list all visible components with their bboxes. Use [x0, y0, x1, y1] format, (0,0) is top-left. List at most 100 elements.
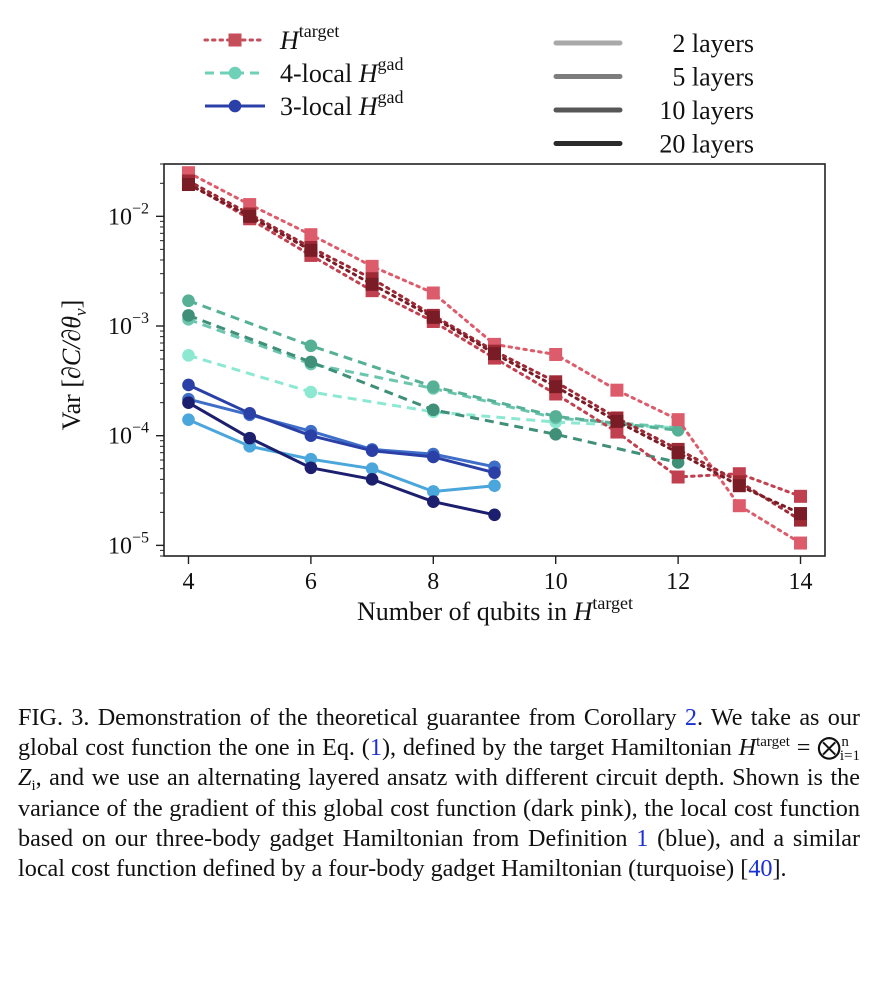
x-tick-label: 6: [305, 569, 317, 595]
data-point: [549, 410, 563, 423]
definition-ref-link[interactable]: 1: [636, 824, 649, 852]
data-point: [671, 456, 685, 469]
data-point: [549, 347, 563, 361]
data-point: [488, 479, 501, 492]
data-point: [304, 385, 318, 399]
data-point: [365, 444, 379, 457]
legend-label: 3-local Hgad: [280, 87, 403, 121]
data-point: [732, 499, 746, 513]
series-target-20-layers: [181, 178, 808, 521]
data-point: [426, 495, 440, 509]
legend-entry-layers-1: 2 layers: [553, 29, 754, 58]
axes-layer: 4 6 8 10 12 14 10−5 10−4 10−3 10−2 Number of qubit…: [57, 163, 813, 626]
legend-marker: [228, 66, 242, 80]
series-line: [187, 418, 495, 493]
x-tick-label: 10: [544, 569, 568, 595]
data-point: [182, 396, 195, 409]
y-tick-label: 10−5: [108, 529, 149, 559]
series-line: [187, 383, 495, 475]
data-point: [549, 380, 563, 394]
data-point: [794, 536, 808, 550]
series-gad3-20-layers: [182, 396, 501, 522]
data-point: [794, 507, 808, 521]
legend-entry-layers-2: 5 layers: [553, 63, 754, 92]
data-point: [426, 485, 440, 498]
legend-marker: [228, 33, 242, 47]
series-gad3-10-layers: [182, 378, 501, 479]
legend-marker: [228, 99, 242, 113]
series-target-2-layers: [181, 166, 808, 550]
data-point: [304, 429, 318, 442]
data-point: [426, 286, 440, 300]
y-tick-label: 10−2: [108, 200, 149, 230]
series-line: [187, 183, 802, 516]
equation-ref-link[interactable]: 1: [369, 734, 382, 762]
x-tick-label: 12: [666, 569, 690, 595]
data-point: [182, 378, 195, 392]
data-point: [243, 407, 256, 420]
data-point: [304, 355, 318, 369]
data-point: [671, 470, 685, 484]
legend-label: 4-local Hgad: [280, 54, 403, 88]
legend-entry-layers-4: 20 layers: [553, 130, 754, 159]
data-point: [488, 347, 501, 361]
series-line: [188, 397, 495, 469]
x-tick-label: 4: [182, 569, 194, 595]
data-point: [488, 508, 501, 522]
x-tick-label: 14: [789, 569, 813, 595]
data-point: [488, 466, 501, 479]
legend-label: 2 layers: [672, 29, 754, 58]
legend-label: 20 layers: [659, 130, 754, 159]
data-point: [365, 259, 379, 273]
data-point: [243, 209, 257, 223]
data-point: [610, 383, 624, 397]
series-line: [187, 179, 802, 522]
legend-entry-layers-3: 10 layers: [553, 96, 754, 125]
legend-entry-gad4: 4-local Hgad: [205, 54, 403, 88]
data-point: [426, 450, 440, 464]
citation-ref-link[interactable]: 40: [748, 855, 773, 883]
y-tick-label: 10−4: [108, 420, 149, 450]
corollary-ref-link[interactable]: 2: [684, 704, 697, 731]
data-point: [365, 473, 379, 486]
data-point: [671, 446, 685, 460]
data-point: [304, 243, 318, 257]
data-point: [549, 427, 563, 441]
legend-layers: 2 layers 5 layers 10 layers 20 layers: [553, 29, 754, 159]
y-axis-label: Var [∂C/∂θν]: [57, 300, 90, 431]
data-point: [304, 228, 318, 242]
data-point: [181, 178, 195, 192]
legend-entry-gad3: 3-local Hgad: [205, 87, 403, 121]
data-point: [426, 403, 440, 417]
data-point: [304, 339, 318, 353]
x-tick-label: 8: [427, 569, 439, 595]
legend-entry-target: Htarget: [203, 21, 339, 55]
legend-label: Htarget: [279, 21, 339, 55]
data-point: [610, 414, 624, 428]
data-point: [671, 413, 685, 427]
data-point: [671, 423, 685, 437]
data-point: [732, 479, 746, 493]
legend-label: 5 layers: [672, 63, 754, 92]
data-point: [365, 277, 379, 291]
data-point: [243, 431, 256, 445]
y-tick-label: 10−3: [108, 310, 149, 340]
data-point: [426, 380, 440, 393]
plot-frame: [163, 163, 826, 557]
data-point: [182, 349, 195, 362]
data-point: [182, 413, 195, 426]
series-line: [187, 401, 495, 517]
data-point: [365, 462, 379, 476]
series-gad4-20-layers: [182, 309, 685, 469]
x-axis-label: Number of qubits in Htarget: [357, 593, 633, 626]
data-point: [182, 294, 195, 308]
data-point: [182, 309, 195, 322]
data-point: [794, 489, 808, 503]
data-point: [304, 461, 318, 475]
caption-label: FIG. 3.: [18, 704, 90, 731]
figure-caption: FIG. 3. Demonstration of the theoretical…: [18, 704, 861, 883]
data-point: [426, 310, 440, 324]
legend-label: 10 layers: [659, 96, 754, 125]
